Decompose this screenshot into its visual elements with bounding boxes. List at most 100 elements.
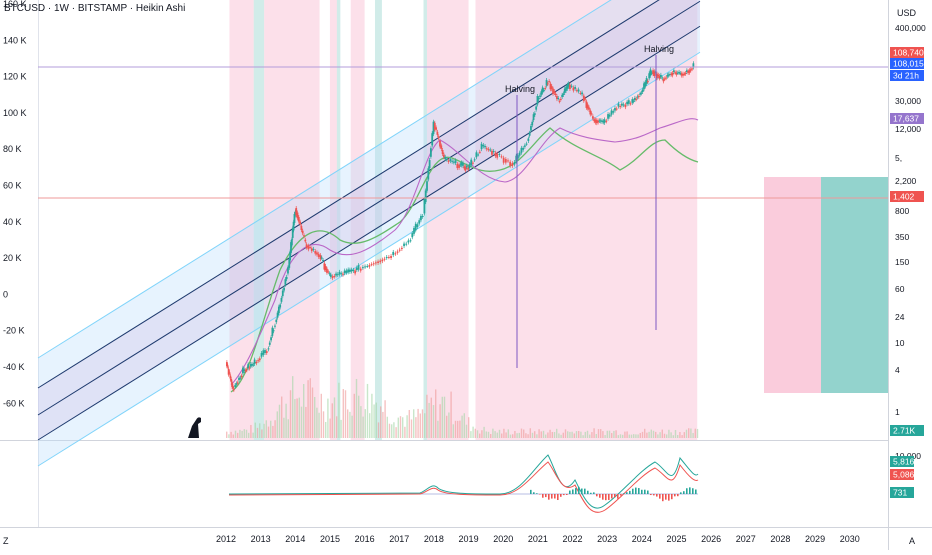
volume-bar [494, 431, 496, 438]
volume-bar [639, 432, 641, 438]
candle-body [669, 73, 671, 75]
candle-body [522, 147, 525, 150]
candle-body [489, 149, 492, 151]
candle-body [428, 159, 431, 169]
osc-hist-bar [677, 494, 679, 497]
candle-body [599, 120, 602, 122]
candle-body [238, 377, 240, 381]
osc-hist-bar [623, 493, 625, 494]
candle-body [552, 88, 554, 94]
volume-bar [331, 403, 333, 438]
osc-hist-bar [530, 489, 532, 494]
osc-tag-bg [890, 456, 914, 467]
symbol-title[interactable]: BTCUSD · 1W · BITSTAMP · Heikin Ashi [4, 3, 186, 14]
candle-body [312, 248, 315, 250]
candle-body [323, 263, 326, 270]
volume-bar [415, 417, 417, 438]
volume-bar [551, 431, 553, 438]
candle-body [235, 383, 238, 385]
candle-body [498, 154, 501, 156]
currency-label[interactable]: USD [897, 8, 917, 18]
candle-body [350, 269, 353, 272]
short-position-box[interactable] [764, 177, 821, 393]
candle-body [586, 104, 589, 109]
volume-bar [586, 430, 589, 438]
goto-date-icon[interactable]: Z [3, 536, 9, 546]
volume-bar [463, 413, 465, 438]
candle-body [562, 93, 565, 95]
x-tick-label: 2022 [563, 534, 583, 544]
candle-body [329, 274, 332, 277]
candle-body [460, 162, 463, 166]
candle-body [288, 258, 291, 268]
volume-bar [593, 428, 595, 438]
candle-body [646, 81, 649, 83]
volume-bar [580, 431, 582, 438]
candle-body [232, 385, 234, 389]
volume-bar [303, 383, 305, 438]
osc-tag-text: 731 [893, 488, 907, 498]
candle-body [290, 242, 292, 253]
volume-bar [430, 397, 432, 438]
volume-bar [234, 430, 237, 438]
candle-body [517, 155, 519, 159]
osc-hist-bar [587, 490, 589, 494]
osc-hist-bar [611, 494, 613, 499]
y-tick-label: 20 K [3, 253, 22, 263]
price-scale-tick: 150 [895, 257, 909, 267]
indicator-pane[interactable] [0, 441, 888, 527]
candle-body [648, 73, 651, 79]
candle-body [352, 269, 355, 271]
volume-bar [300, 406, 303, 438]
candle-body [629, 103, 632, 105]
candle-body [639, 93, 642, 95]
candle-body [228, 372, 231, 374]
red-zone-5 [475, 0, 698, 440]
candle-body [553, 91, 556, 94]
auto-scale-button[interactable]: A [909, 536, 915, 546]
osc-hist-bar [554, 494, 556, 499]
candle-body [624, 104, 627, 108]
volume-bar [446, 415, 448, 438]
volume-bar [666, 434, 668, 438]
candle-body [608, 114, 611, 117]
candle-body [307, 245, 310, 250]
osc-hist-bar [572, 489, 574, 494]
candle-body [473, 159, 476, 161]
candle-body [621, 103, 623, 106]
candle-body [304, 239, 307, 242]
candle-body [622, 104, 625, 106]
volume-bar [281, 396, 283, 438]
candle-body [570, 85, 573, 87]
price-scale[interactable]: 400,000 30,000 12,000 5, 2,200 800 350 150 60 24 1… [895, 23, 926, 461]
candle-body [414, 223, 417, 231]
candle-body [296, 212, 299, 219]
candle-body [440, 145, 443, 149]
volume-bar [529, 428, 531, 438]
x-tick-label: 2013 [251, 534, 271, 544]
y-tick-label: 40 K [3, 217, 22, 227]
candle-body [658, 75, 661, 79]
candle-body [292, 221, 295, 231]
volume-bar [685, 429, 688, 438]
volume-bar [531, 432, 534, 438]
candle-body [543, 89, 545, 91]
volume-bar [569, 431, 571, 438]
main-pane[interactable] [0, 0, 888, 440]
candle-body [274, 325, 276, 327]
volume-bar [613, 430, 615, 438]
long-position-box[interactable] [821, 177, 888, 393]
candle-body [368, 265, 371, 267]
candle-body [317, 253, 320, 257]
candle-body [268, 342, 271, 345]
candle-body [515, 155, 518, 162]
volume-bar [573, 433, 575, 438]
candle-body [362, 267, 364, 269]
candle-body [245, 369, 248, 371]
candle-body [420, 215, 422, 221]
volume-bar [325, 421, 327, 438]
osc-hist-bar [584, 488, 586, 494]
candle-body [614, 108, 616, 111]
candle-body [528, 132, 531, 136]
